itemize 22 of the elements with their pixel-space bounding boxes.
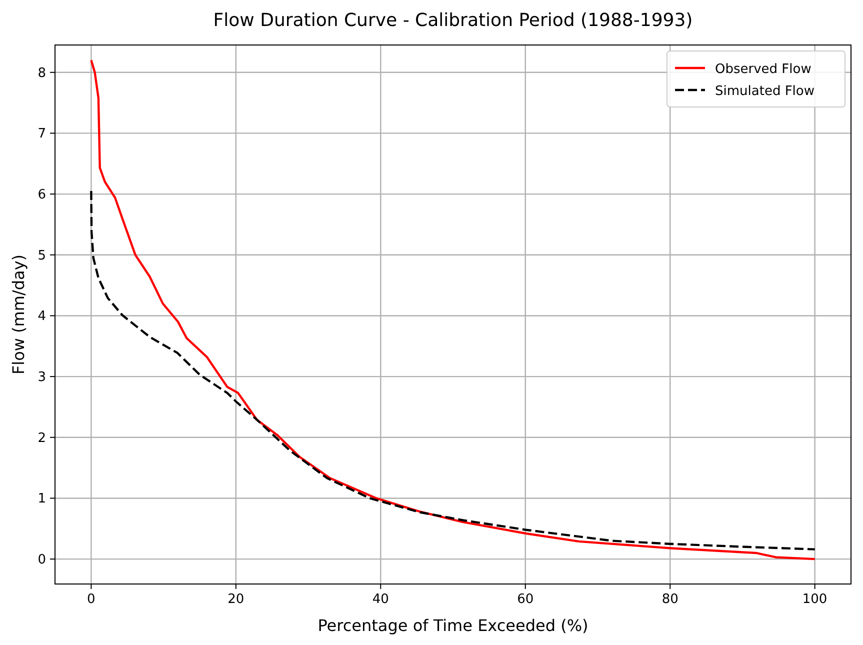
x-tick-label: 0 — [87, 592, 96, 607]
x-axis-title: Percentage of Time Exceeded (%) — [318, 616, 588, 635]
x-tick-label: 20 — [228, 592, 244, 607]
x-tick-label: 80 — [662, 592, 678, 607]
y-tick-label: 5 — [38, 248, 46, 264]
x-tick-label: 60 — [517, 592, 534, 607]
x-tick-label: 100 — [802, 592, 828, 607]
line-series — [90, 190, 816, 550]
y-tick-label: 7 — [38, 126, 46, 142]
line-series — [90, 59, 816, 560]
y-tick-label: 2 — [38, 430, 46, 446]
y-tick-label: 8 — [38, 66, 46, 81]
chart-title: Flow Duration Curve - Calibration Period (1988-1993) — [213, 10, 693, 31]
y-tick-label: 0 — [38, 552, 46, 568]
y-tick-label: 3 — [38, 370, 46, 386]
y-tick-label: 6 — [38, 188, 46, 203]
y-axis-title: Flow (mm/day) — [9, 254, 28, 375]
legend-label: Simulated Flow — [715, 84, 815, 99]
x-tick-label: 40 — [372, 592, 389, 607]
legend-label: Observed Flow — [715, 62, 812, 77]
y-tick-label: 1 — [38, 492, 46, 507]
y-tick-label: 4 — [38, 309, 46, 324]
